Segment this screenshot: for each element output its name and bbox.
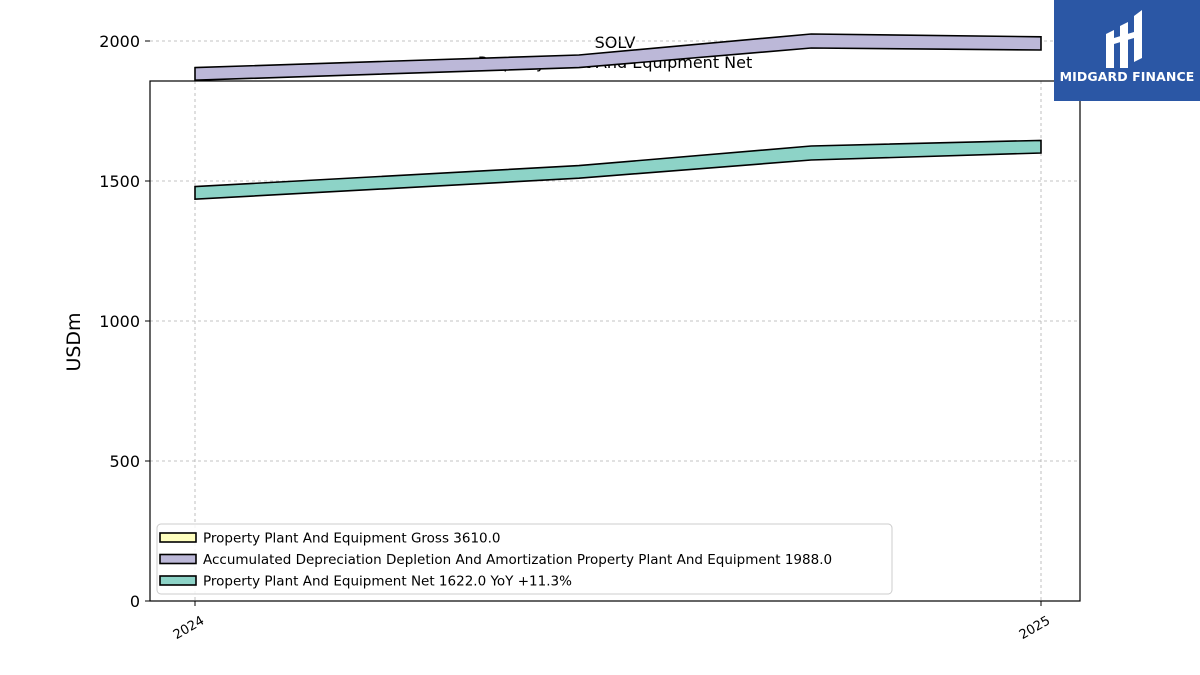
legend-label: Accumulated Depreciation Depletion And A… [203,552,832,568]
y-tick-label: 500 [109,452,140,471]
x-axis: 2024 2025 [171,601,1053,643]
y-tick-label: 1000 [99,312,140,331]
x-tick-label: 2025 [1017,613,1053,643]
brand-logo: MIDGARD FINANCE [1054,0,1200,101]
y-tick-label: 2000 [99,32,140,51]
y-axis-label: USDm [63,312,85,371]
y-axis: 0500100015002000250030003500 [99,32,150,611]
x-tick-label: 2024 [171,613,207,643]
series-layer [194,33,1042,201]
series-band-2 [194,33,1042,82]
chart-title: SOLV [595,33,636,52]
legend-swatch [159,553,197,565]
legend-label: Property Plant And Equipment Net 1622.0 … [203,574,572,590]
legend-label: Property Plant And Equipment Gross 3610.… [203,531,501,547]
grid [150,40,1080,602]
y-tick-label: 0 [130,592,140,611]
logo-mark-icon [1106,10,1142,68]
y-tick-label: 1500 [99,172,140,191]
logo-text: MIDGARD FINANCE [1059,69,1195,84]
legend-swatch [159,575,197,586]
series-band-3 [194,139,1042,201]
legend-swatch [159,532,197,543]
legend-box [156,523,893,595]
legend: Property Plant And Equipment Gross 3610.… [156,523,893,595]
plot-frame [149,80,1081,602]
